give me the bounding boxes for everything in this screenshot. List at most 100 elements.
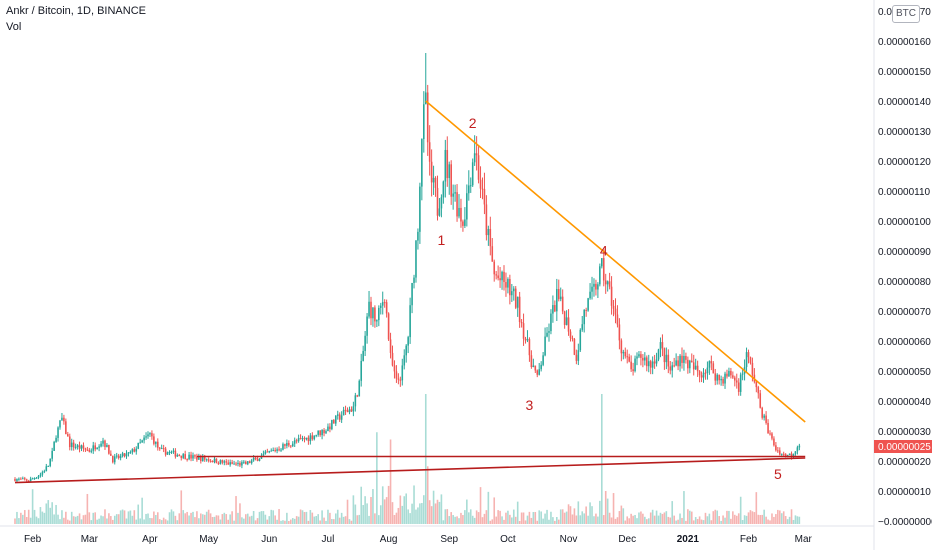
candle-body — [376, 320, 378, 322]
candle-body — [407, 337, 409, 346]
volume-bar — [409, 513, 411, 524]
volume-bar — [730, 518, 732, 524]
candle-body — [761, 407, 763, 418]
currency-button[interactable]: BTC — [892, 5, 920, 23]
candle-body — [690, 360, 693, 363]
volume-bar — [479, 487, 482, 524]
volume-bar — [491, 519, 494, 524]
candle-body — [358, 380, 361, 397]
volume-bar — [299, 509, 302, 524]
volume-bar — [775, 514, 777, 524]
volume-bar — [239, 503, 241, 524]
candle-body — [653, 361, 656, 364]
candle-body — [106, 444, 108, 447]
candle-body — [317, 430, 319, 435]
volume-bar — [274, 515, 276, 524]
candle-body — [624, 351, 627, 357]
volume-bar — [505, 512, 507, 524]
candle-body — [325, 431, 327, 434]
volume-bar — [250, 515, 253, 524]
volume-bar — [426, 466, 429, 524]
volume-bar — [164, 519, 167, 524]
candle-body — [767, 422, 769, 434]
volume-bar — [110, 516, 112, 524]
volume-bar — [219, 519, 222, 524]
candle-body — [321, 429, 323, 436]
volume-bar — [624, 520, 627, 524]
candle-body — [610, 286, 613, 306]
volume-bar — [88, 512, 91, 524]
candle-body — [464, 219, 466, 226]
candle-body — [630, 361, 632, 370]
candle-body — [675, 360, 677, 366]
candle-body — [370, 301, 372, 319]
candle-body — [104, 440, 106, 447]
volume-bar — [413, 485, 415, 524]
volume-bar — [489, 520, 492, 524]
volume-bar — [378, 515, 380, 524]
candle-body — [246, 461, 249, 465]
candle-body — [286, 442, 288, 446]
volume-indicator-label[interactable]: Vol — [6, 21, 22, 33]
candle-body — [241, 462, 243, 466]
candle-body — [542, 355, 544, 365]
volume-bar — [370, 496, 372, 524]
candle-body — [164, 448, 167, 455]
volume-bar — [16, 511, 18, 524]
wave-label: 3 — [526, 397, 534, 413]
candle-body — [747, 352, 750, 358]
volume-bar — [235, 496, 237, 524]
volume-bar — [98, 518, 100, 524]
volume-bar — [704, 512, 707, 524]
volume-bar — [364, 496, 366, 524]
candle-body — [205, 459, 208, 461]
volume-bar — [336, 509, 339, 524]
candle-body — [219, 460, 222, 464]
candle-body — [115, 455, 118, 457]
volume-bar — [630, 513, 632, 524]
volume-bar — [372, 489, 374, 524]
volume-bar — [452, 515, 454, 524]
volume-bar — [241, 517, 243, 524]
candle-body — [528, 339, 531, 356]
volume-bar — [769, 520, 771, 524]
volume-bar — [546, 509, 548, 524]
volume-bar — [229, 514, 231, 524]
candle-body — [293, 440, 296, 444]
candle-body — [530, 355, 533, 368]
volume-bar — [366, 503, 368, 524]
candle-body — [90, 450, 93, 452]
volume-bar — [606, 498, 609, 524]
candle-body — [741, 373, 744, 375]
x-tick-label: Mar — [795, 534, 813, 545]
volume-bar — [245, 514, 247, 524]
volume-bar — [264, 514, 267, 524]
volume-bar — [667, 516, 670, 524]
volume-bar — [192, 511, 194, 524]
candle-body — [722, 378, 724, 384]
candle-body — [63, 417, 65, 422]
candle-body — [239, 462, 241, 466]
candle-body — [471, 162, 474, 186]
candle-body — [331, 420, 333, 430]
x-tick-label: Jun — [261, 534, 277, 545]
candle-body — [186, 458, 188, 460]
volume-bar — [589, 502, 591, 524]
candle-body — [174, 450, 177, 457]
volume-bar — [501, 516, 503, 524]
volume-bar — [158, 519, 161, 524]
candle-body — [448, 164, 451, 179]
candle-body — [14, 479, 16, 481]
candle-body — [94, 445, 96, 450]
volume-bar — [430, 506, 433, 524]
volume-bar — [530, 517, 533, 524]
resistance-trendline — [425, 100, 806, 423]
x-tick-label: May — [199, 534, 218, 545]
candle-body — [313, 435, 316, 440]
candle-body — [771, 433, 773, 439]
volume-bar — [745, 515, 748, 524]
candle-body — [43, 471, 46, 473]
volume-bar — [112, 519, 114, 524]
volume-bar — [415, 509, 417, 524]
